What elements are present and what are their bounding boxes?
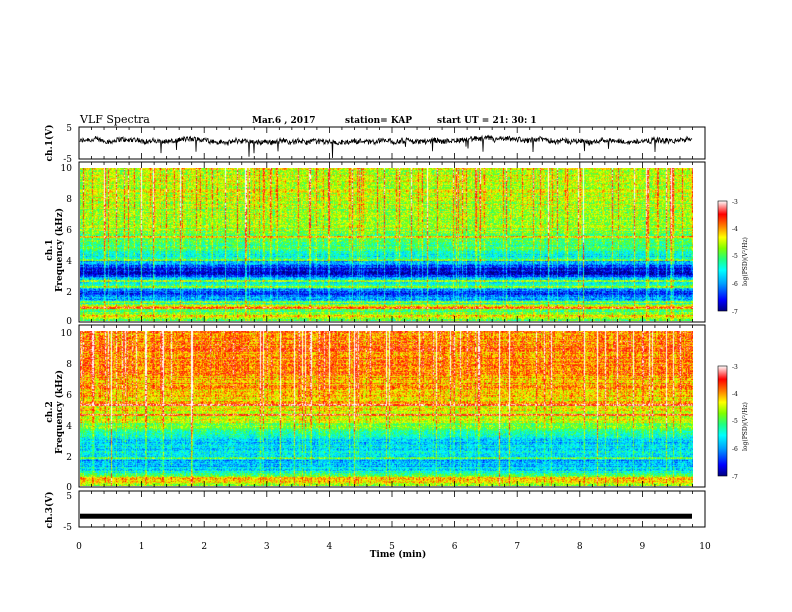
ch3-waveform-ticks xyxy=(78,491,706,527)
ch1-ytick-2: 2 xyxy=(66,288,72,298)
ch3-ytick-bottom: -5 xyxy=(63,523,72,533)
x-tick-label: 8 xyxy=(577,542,583,552)
x-tick-labels: 0 1 2 3 4 5 6 7 8 9 10 xyxy=(76,542,711,552)
ch2-ytick-4: 4 xyxy=(66,422,72,432)
ch1-cb-tick-m7: -7 xyxy=(732,309,738,316)
ch1-spectrogram-ylabel-channel: ch.1 xyxy=(45,239,55,260)
ch1-spectrogram-ticks xyxy=(78,162,706,322)
ch3-waveform-ylabel: ch.3(V) xyxy=(44,492,55,529)
ch1-spectrogram-ylabel-frequency: Frequency (kHz) xyxy=(54,208,65,292)
x-tick-label: 2 xyxy=(201,542,207,552)
ch1-spectrogram-image xyxy=(80,168,693,321)
ch1-ytick-10: 10 xyxy=(61,164,73,174)
ch1-cb-tick-m5: -5 xyxy=(732,253,738,260)
ch1-cb-tick-m3: -3 xyxy=(732,199,738,206)
ch1-cb-tick-m6: -6 xyxy=(732,281,738,288)
ch2-cb-tick-m7: -7 xyxy=(732,474,738,481)
ch1-spectrogram-panel: 0 2 4 6 8 10 ch.1 Frequency (kHz) xyxy=(45,161,706,327)
x-tick-label: 4 xyxy=(327,542,333,552)
ch3-waveform-panel: 5 -5 ch.3(V) xyxy=(44,490,706,533)
x-tick-label: 9 xyxy=(640,542,646,552)
ch2-colorbar-gradient xyxy=(717,365,728,477)
ch2-spectrogram-ticks xyxy=(78,325,706,487)
ch2-cb-tick-m4: -4 xyxy=(732,391,738,398)
ch1-colorbar-gradient xyxy=(717,200,728,312)
ch2-ytick-10: 10 xyxy=(61,329,73,339)
ch1-colorbar: -3 -4 -5 -6 -7 log(PSD)(V²/Hz) xyxy=(717,199,749,316)
x-tick-label: 7 xyxy=(514,542,520,552)
x-tick-label: 5 xyxy=(389,542,395,552)
ch1-ytick-0: 0 xyxy=(66,317,72,327)
figure-title: VLF Spectra xyxy=(79,113,150,126)
x-tick-label: 1 xyxy=(139,542,145,552)
ch1-ytick-top: 5 xyxy=(66,124,72,134)
ch2-ytick-8: 8 xyxy=(66,360,72,370)
ch1-waveform-trace xyxy=(79,134,693,159)
x-tick-label: 10 xyxy=(699,542,711,552)
ch2-ytick-2: 2 xyxy=(66,453,72,463)
ch2-spectrogram-ylabel-channel: ch.2 xyxy=(45,401,55,422)
ch2-cb-tick-m5: -5 xyxy=(732,418,738,425)
ch2-spectrogram-image xyxy=(80,331,693,486)
ch3-waveform-trace xyxy=(80,513,692,519)
ch2-ytick-0: 0 xyxy=(66,483,72,493)
ch3-ytick-top: 5 xyxy=(66,492,72,502)
ch1-waveform-ylabel: ch.1(V) xyxy=(44,125,55,162)
date-label: Mar.6 , 2017 xyxy=(252,116,316,126)
ch2-colorbar-label: log(PSD)(V²/Hz) xyxy=(742,402,749,451)
ch1-ytick-bottom: -5 xyxy=(63,155,72,165)
start-ut-label: start UT = 21: 30: 1 xyxy=(437,116,537,126)
x-tick-label: 6 xyxy=(452,542,458,552)
ch1-ytick-8: 8 xyxy=(66,195,72,205)
x-axis-label: Time (min) xyxy=(370,549,427,560)
station-label: station= KAP xyxy=(345,116,412,126)
ch2-spectrogram-ylabel-frequency: Frequency (kHz) xyxy=(54,370,65,454)
ch2-cb-tick-m6: -6 xyxy=(732,446,738,453)
ch1-ytick-6: 6 xyxy=(66,226,72,236)
ch1-cb-tick-m4: -4 xyxy=(732,226,738,233)
ch2-colorbar: -3 -4 -5 -6 -7 log(PSD)(V²/Hz) xyxy=(717,364,749,481)
ch2-cb-tick-m3: -3 xyxy=(732,364,738,371)
ch1-waveform-panel: 5 -5 ch.1(V) xyxy=(44,124,706,165)
ch1-waveform-ticks xyxy=(78,127,706,159)
ch2-ytick-6: 6 xyxy=(66,391,72,401)
x-tick-label: 3 xyxy=(264,542,270,552)
ch1-ytick-4: 4 xyxy=(66,257,72,267)
ch1-colorbar-label: log(PSD)(V²/Hz) xyxy=(742,237,749,286)
ch2-spectrogram-panel: 0 2 4 6 8 10 ch.2 Frequency (kHz) xyxy=(45,324,706,493)
x-tick-label: 0 xyxy=(76,542,82,552)
